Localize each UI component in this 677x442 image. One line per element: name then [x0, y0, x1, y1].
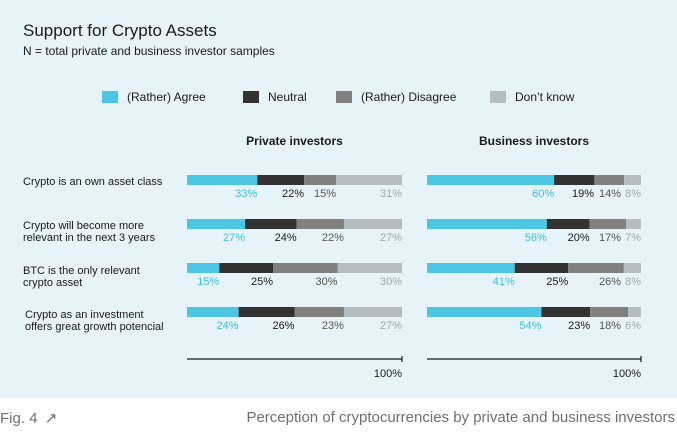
- value-label-private: 30%: [380, 276, 402, 288]
- bar-segment-private: [344, 219, 402, 229]
- bar-segment-business: [590, 307, 628, 317]
- value-label-business: 20%: [568, 232, 590, 244]
- bar-segment-business: [624, 263, 641, 273]
- value-label-business: 18%: [599, 320, 621, 332]
- stacked-bar-chart: 33% 22% 15% 31% 27% 24% 22% 27% 15% 25% 30% 30% 24% 2…: [0, 0, 677, 398]
- value-label-business: 7%: [625, 232, 641, 244]
- bar-segment-business: [427, 263, 515, 273]
- bar-segment-business: [626, 219, 641, 229]
- value-label-business: 25%: [546, 276, 568, 288]
- value-label-private: 22%: [322, 232, 344, 244]
- arrow-up-right-icon[interactable]: ↗: [45, 410, 58, 427]
- value-label-business: 6%: [625, 320, 641, 332]
- value-label-private: 33%: [235, 188, 257, 200]
- bar-segment-business: [628, 307, 641, 317]
- value-label-private: 27%: [223, 232, 245, 244]
- bar-segment-business: [427, 219, 547, 229]
- figure-number: Fig. 4 ↗: [0, 409, 57, 427]
- bar-segment-private: [187, 263, 219, 273]
- value-label-private: 26%: [272, 320, 294, 332]
- bar-segment-private: [273, 263, 338, 273]
- bar-segment-private: [245, 219, 297, 229]
- value-label-private: 25%: [251, 276, 273, 288]
- bar-segment-private: [219, 263, 273, 273]
- value-label-business: 14%: [599, 188, 621, 200]
- value-label-business: 17%: [599, 232, 621, 244]
- value-label-private: 23%: [322, 320, 344, 332]
- value-label-private: 30%: [315, 276, 337, 288]
- value-label-private: 15%: [197, 276, 219, 288]
- bar-segment-business: [554, 175, 594, 185]
- bar-segment-business: [541, 307, 590, 317]
- bar-segment-business: [568, 263, 624, 273]
- bar-segment-private: [239, 307, 295, 317]
- value-label-business: 26%: [599, 276, 621, 288]
- bar-segment-business: [590, 219, 626, 229]
- value-label-business: 8%: [625, 276, 641, 288]
- bar-segment-private: [187, 307, 239, 317]
- value-label-private: 27%: [380, 232, 402, 244]
- bar-segment-business: [427, 307, 541, 317]
- bar-segment-private: [304, 175, 336, 185]
- value-label-private: 22%: [282, 188, 304, 200]
- bar-segment-private: [187, 175, 257, 185]
- value-label-business: 8%: [625, 188, 641, 200]
- bar-segment-business: [594, 175, 624, 185]
- value-label-business: 23%: [568, 320, 590, 332]
- value-label-business: 60%: [532, 188, 554, 200]
- bar-segment-business: [624, 175, 641, 185]
- bar-segment-private: [344, 307, 402, 317]
- bar-segment-private: [336, 175, 402, 185]
- value-label-private: 24%: [275, 232, 297, 244]
- value-label-private: 15%: [314, 188, 336, 200]
- value-label-business: 19%: [572, 188, 594, 200]
- value-label-private: 31%: [380, 188, 402, 200]
- value-label-business: 54%: [519, 320, 541, 332]
- bar-segment-private: [187, 219, 245, 229]
- value-label-private: 27%: [380, 320, 402, 332]
- value-label-business: 56%: [525, 232, 547, 244]
- bar-segment-private: [297, 219, 344, 229]
- value-label-business: 41%: [493, 276, 515, 288]
- value-label-private: 24%: [217, 320, 239, 332]
- bar-segment-private: [338, 263, 403, 273]
- bar-segment-private: [257, 175, 304, 185]
- bar-segment-private: [295, 307, 344, 317]
- axis-end-label-private: 100%: [374, 368, 402, 380]
- figure-caption: Perception of cryptocurrencies by privat…: [246, 409, 675, 426]
- bar-segment-business: [547, 219, 590, 229]
- bar-segment-business: [515, 263, 569, 273]
- bar-segment-business: [427, 175, 554, 185]
- axis-end-label-business: 100%: [613, 368, 641, 380]
- figure-label: Fig. 4: [0, 410, 38, 427]
